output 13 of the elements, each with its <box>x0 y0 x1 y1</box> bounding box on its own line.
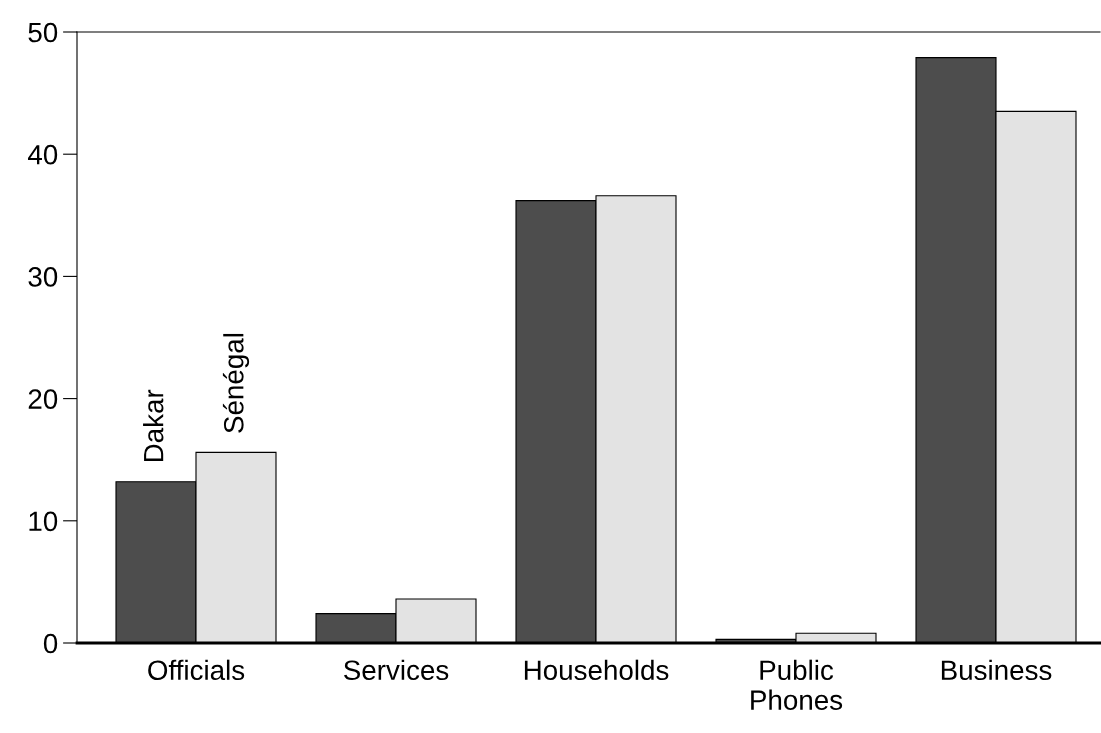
x-tick-label: Households <box>524 659 669 681</box>
y-tick-label: 10 <box>29 511 58 532</box>
x-tick-label: Public Phones <box>751 659 843 710</box>
y-tick-label: 0 <box>43 633 58 654</box>
y-tick-label: 50 <box>28 22 58 43</box>
y-tick-label: 30 <box>28 267 58 287</box>
x-tick-label: Services <box>344 659 449 681</box>
text: Sénégal <box>222 333 250 433</box>
y-tick-label: 20 <box>28 389 58 409</box>
x-tick-label: Business <box>941 659 1052 681</box>
x-tick-label: Officials <box>148 659 245 681</box>
y-tick-label: 40 <box>27 144 58 165</box>
text: Dakar <box>143 389 164 462</box>
